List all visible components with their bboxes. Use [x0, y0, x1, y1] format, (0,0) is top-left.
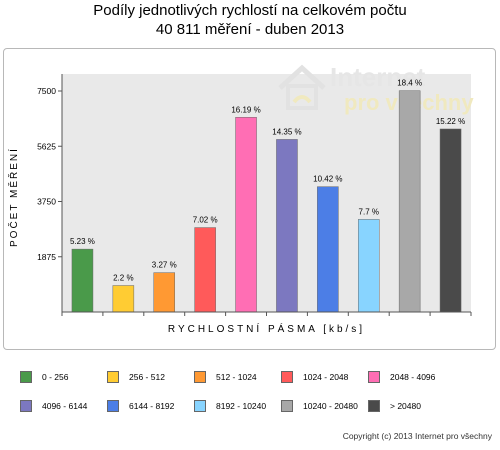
bar: [358, 219, 380, 313]
legend-item: 512 - 1024: [194, 370, 257, 384]
bar: [398, 90, 421, 313]
bar: [235, 117, 257, 313]
chart-title-line1: Podíly jednotlivých rychlostí na celkové…: [93, 2, 407, 19]
bar-data-label: 10.42 %: [313, 175, 342, 184]
bar: [317, 186, 339, 313]
y-tick-label: 7500: [37, 86, 56, 96]
copyright-text: Copyright (c) 2013 Internet pro všechny: [342, 431, 492, 441]
legend-swatch: [368, 400, 380, 412]
y-tick-label: 5625: [37, 141, 56, 151]
legend-item: 0 - 256: [20, 370, 68, 384]
bar-data-label: 2.2 %: [113, 274, 133, 283]
bar-data-label: 7.7 %: [359, 207, 379, 216]
bar: [194, 227, 216, 313]
bar-data-label: 15.22 %: [436, 117, 465, 126]
bar-data-label: 16.19 %: [231, 105, 260, 114]
bar: [153, 272, 175, 313]
bar-data-label: 18.4 %: [397, 79, 422, 88]
legend-item: > 20480: [368, 399, 421, 413]
legend-label: 256 - 512: [129, 372, 165, 382]
bar: [439, 128, 462, 313]
legend-item: 10240 - 20480: [281, 399, 358, 413]
bar-data-label: 5.23 %: [70, 237, 95, 246]
y-tick-label: 1875: [37, 252, 56, 262]
legend-label: 0 - 256: [42, 372, 69, 382]
bar-data-label: 14.35 %: [272, 127, 301, 136]
legend-swatch: [194, 371, 206, 383]
bar: [71, 248, 94, 313]
legend-item: 8192 - 10240: [194, 399, 266, 413]
legend-item: 256 - 512: [107, 370, 165, 384]
legend-swatch: [107, 371, 119, 383]
legend-swatch: [281, 400, 293, 412]
legend-item: 6144 - 8192: [107, 399, 174, 413]
chart-title-line2: 40 811 měření - duben 2013: [155, 21, 345, 38]
legend-label: 10240 - 20480: [303, 401, 358, 411]
legend-swatch: [107, 400, 119, 412]
bar-data-label: 3.27 %: [152, 261, 177, 270]
legend-label: 512 - 1024: [216, 372, 257, 382]
legend-label: 4096 - 6144: [42, 401, 88, 411]
legend-label: 6144 - 8192: [129, 401, 175, 411]
bar-data-label: 7.02 %: [193, 216, 218, 225]
bar: [112, 285, 135, 313]
legend-swatch: [20, 400, 32, 412]
legend-label: > 20480: [390, 401, 421, 411]
x-axis-label: RYCHLOSTNÍ PÁSMA [kb/s]: [167, 324, 366, 335]
legend-swatch: [194, 400, 206, 412]
legend-label: 8192 - 10240: [216, 401, 267, 411]
legend-label: 2048 - 4096: [390, 372, 436, 382]
y-axis-label: POČET MĚŘENÍ: [9, 147, 20, 247]
legend-swatch: [368, 371, 380, 383]
legend-swatch: [20, 371, 32, 383]
legend-item: 4096 - 6144: [20, 399, 87, 413]
bar: [276, 139, 298, 313]
legend-swatch: [281, 371, 293, 383]
legend-item: 2048 - 4096: [368, 370, 435, 384]
legend-item: 1024 - 2048: [281, 370, 348, 384]
legend-label: 1024 - 2048: [303, 372, 349, 382]
y-tick-label: 3750: [37, 197, 56, 207]
